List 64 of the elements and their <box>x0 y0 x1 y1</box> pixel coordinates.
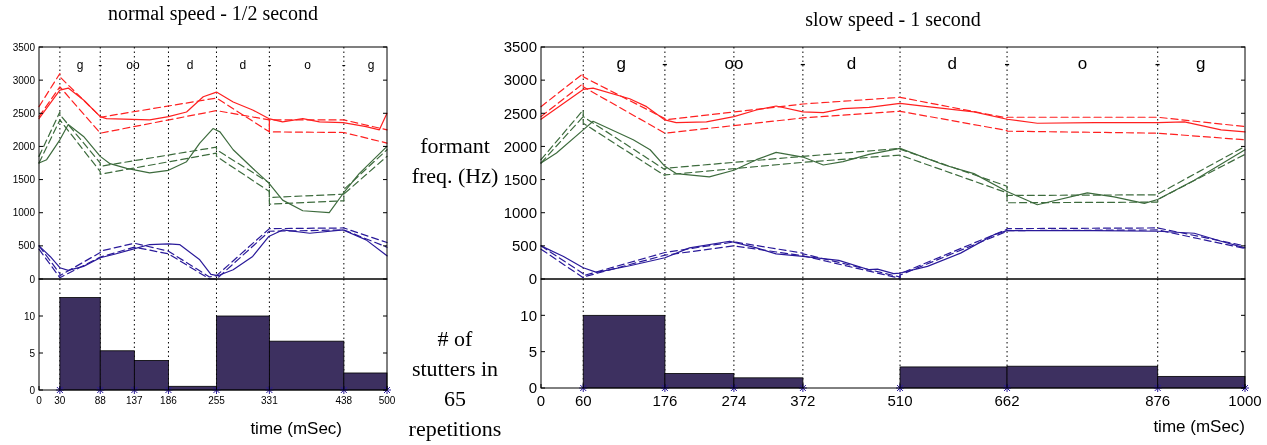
annotation: - <box>1004 54 1010 73</box>
y-tick-label: 0 <box>528 270 537 288</box>
y-tick-label: 2000 <box>12 140 36 152</box>
x-axis-title: time (mSec) <box>250 419 342 438</box>
annotation: - <box>341 58 346 72</box>
y-tick-label: 3500 <box>12 41 36 53</box>
x-tick-label: 274 <box>721 392 747 409</box>
y-tick-label: 10 <box>23 310 36 322</box>
y-tick-label: 3000 <box>12 74 36 86</box>
annotation: oo <box>724 54 744 73</box>
x-tick-label: 662 <box>994 392 1020 409</box>
x-tick-label: 500 <box>378 395 396 406</box>
x-tick-label: 438 <box>335 395 353 406</box>
x-tick-label: 176 <box>652 392 678 409</box>
chart-title: slow speed - 1 second <box>805 8 981 31</box>
annotation: d <box>947 54 957 73</box>
y-tick-label: 3000 <box>503 71 537 89</box>
y-tick-label: 1500 <box>12 174 36 186</box>
y-tick-label: 5 <box>29 347 36 359</box>
annotation: - <box>800 54 806 73</box>
annotation: o <box>1077 54 1088 73</box>
x-tick-label: 255 <box>208 395 226 406</box>
x-tick-label: 0 <box>36 395 43 406</box>
y-tick-label: 2500 <box>503 104 537 122</box>
annotation: d <box>186 58 194 72</box>
y-tick-label: 500 <box>18 240 36 252</box>
x-axis-title: time (mSec) <box>1153 417 1245 436</box>
x-tick-label: 88 <box>94 395 107 406</box>
annotation: g <box>76 58 84 72</box>
annotation: g <box>1195 54 1206 73</box>
x-tick-label: 30 <box>54 395 66 406</box>
annotation: d <box>239 58 247 72</box>
annotation: o <box>304 58 312 72</box>
x-tick-label: 876 <box>1145 392 1171 409</box>
chart-title: normal speed - 1/2 second <box>108 2 318 25</box>
x-tick-label: 137 <box>126 395 144 406</box>
x-tick-label: 186 <box>160 395 178 406</box>
y-tick-label: 2500 <box>12 107 36 119</box>
annotation: - <box>662 54 668 73</box>
annotation: d <box>846 54 857 73</box>
y-tick-label: 10 <box>520 306 537 324</box>
x-tick-label: 510 <box>887 392 913 409</box>
annotation: g <box>616 54 626 73</box>
annotation: oo <box>126 58 140 72</box>
x-tick-label: 372 <box>790 392 816 409</box>
y-tick-label: 0 <box>29 384 36 396</box>
annotation: - <box>98 58 103 72</box>
x-tick-label: 1000 <box>1228 392 1262 409</box>
y-tick-label: 5 <box>528 342 537 360</box>
x-tick-label: 331 <box>261 395 279 406</box>
y-tick-label: 1500 <box>503 170 537 188</box>
annotation: - <box>1154 54 1161 73</box>
y-axis-title: # of stutters in 65 repetitions <box>408 325 502 441</box>
y-tick-label: 1000 <box>12 207 36 219</box>
annotation: g <box>367 58 375 72</box>
annotation: - <box>267 58 272 72</box>
y-tick-label: 1000 <box>503 203 537 221</box>
y-tick-label: 3500 <box>503 38 537 56</box>
y-tick-label: 0 <box>29 273 36 285</box>
annotation: - <box>166 58 171 72</box>
y-tick-label: 2000 <box>503 137 537 155</box>
y-axis-title: formant freq. (Hz) <box>411 132 499 188</box>
y-tick-label: 500 <box>511 237 537 255</box>
x-tick-label: 60 <box>574 392 592 409</box>
